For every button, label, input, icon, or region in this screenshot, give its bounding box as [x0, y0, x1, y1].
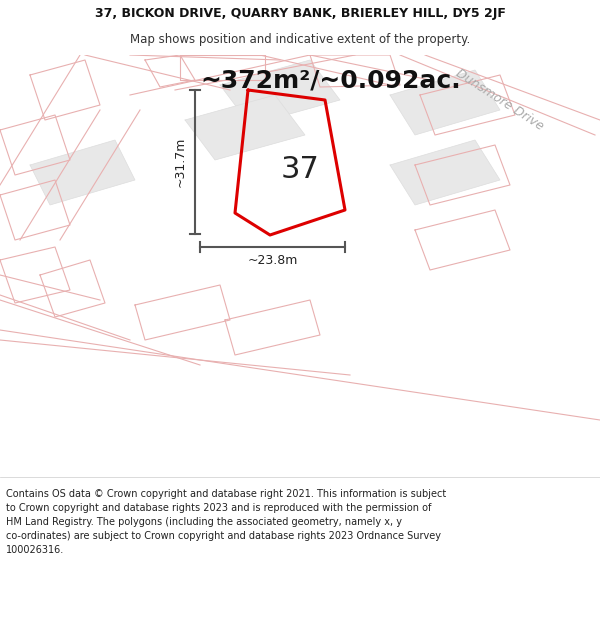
Polygon shape — [30, 140, 135, 205]
Text: ~23.8m: ~23.8m — [247, 254, 298, 268]
Text: 37: 37 — [280, 155, 319, 184]
Polygon shape — [220, 60, 340, 125]
Text: 37, BICKON DRIVE, QUARRY BANK, BRIERLEY HILL, DY5 2JF: 37, BICKON DRIVE, QUARRY BANK, BRIERLEY … — [95, 8, 505, 20]
Text: ~31.7m: ~31.7m — [174, 137, 187, 188]
Text: ~372m²/~0.092ac.: ~372m²/~0.092ac. — [200, 68, 461, 92]
Text: Dunsmore Drive: Dunsmore Drive — [454, 67, 546, 133]
Text: HM Land Registry. The polygons (including the associated geometry, namely x, y: HM Land Registry. The polygons (includin… — [6, 517, 402, 527]
Text: 100026316.: 100026316. — [6, 545, 64, 555]
Text: co-ordinates) are subject to Crown copyright and database rights 2023 Ordnance S: co-ordinates) are subject to Crown copyr… — [6, 531, 441, 541]
Polygon shape — [390, 70, 500, 135]
Polygon shape — [390, 140, 500, 205]
Text: Contains OS data © Crown copyright and database right 2021. This information is : Contains OS data © Crown copyright and d… — [6, 489, 446, 499]
Text: Map shows position and indicative extent of the property.: Map shows position and indicative extent… — [130, 33, 470, 46]
Text: to Crown copyright and database rights 2023 and is reproduced with the permissio: to Crown copyright and database rights 2… — [6, 503, 431, 513]
Polygon shape — [185, 95, 305, 160]
